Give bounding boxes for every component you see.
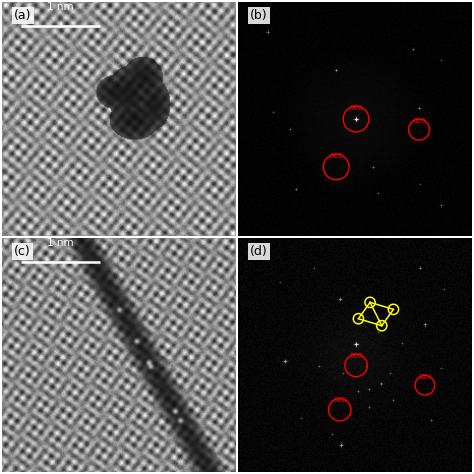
Text: 020: 020: [418, 374, 432, 380]
Text: 000: 000: [349, 105, 363, 111]
Text: 1 nm: 1 nm: [47, 2, 74, 12]
Text: 000: 000: [349, 353, 363, 359]
Text: 002: 002: [329, 153, 343, 159]
Text: (b): (b): [250, 9, 267, 22]
Text: 020: 020: [412, 118, 426, 124]
Text: (c): (c): [14, 245, 31, 258]
Text: (a): (a): [14, 9, 32, 22]
Text: 002: 002: [333, 397, 346, 403]
Text: 1 nm: 1 nm: [47, 237, 74, 247]
Text: (d): (d): [250, 245, 268, 258]
